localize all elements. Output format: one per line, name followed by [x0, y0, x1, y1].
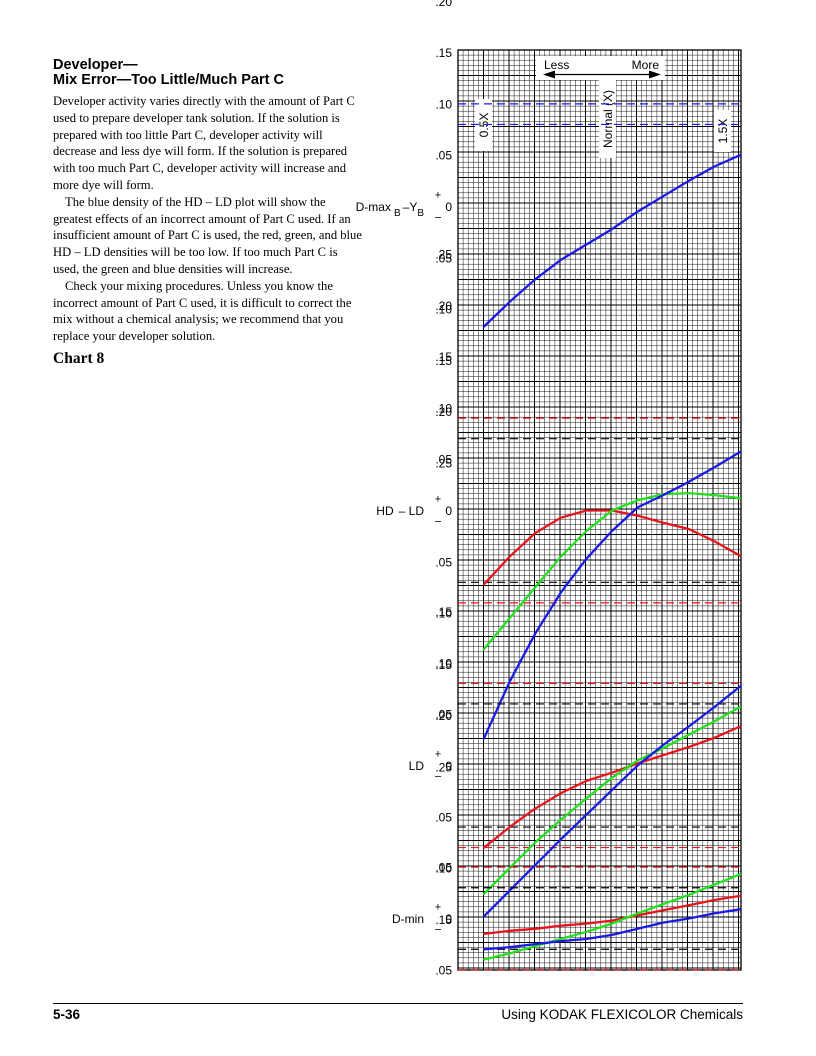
label-part: – LD: [399, 504, 425, 518]
x-marker-label-box: [599, 80, 616, 158]
y-tick-label: .15: [435, 46, 452, 60]
plus-sign: +: [435, 749, 441, 761]
footer-rule: [53, 1003, 743, 1004]
series-line-green: [482, 873, 742, 961]
more-label: More: [632, 58, 660, 72]
y-tick-label: .05: [435, 810, 452, 824]
y-tick-label: .15: [435, 350, 452, 364]
y-tick-label: .10: [435, 97, 452, 111]
series-line-red: [482, 509, 742, 586]
series-line-red: [482, 894, 742, 936]
y-tick-label: .25: [435, 761, 452, 775]
y-tick-label: .25: [435, 457, 452, 471]
y-tick-label: .20: [435, 299, 452, 313]
publication-title: Using KODAK FLEXICOLOR Chemicals: [501, 1007, 743, 1022]
minus-sign: –: [435, 212, 442, 224]
plus-sign: +: [435, 190, 441, 202]
series-line-green: [482, 491, 742, 651]
x-marker-label-box: [475, 99, 492, 151]
y-tick-label: .05: [435, 555, 452, 569]
y-tick-label: .05: [435, 251, 452, 265]
label-part: HD: [376, 504, 394, 518]
y-tick-label: .05: [435, 963, 452, 977]
panel-label: D-max B –YB: [356, 200, 425, 219]
y-tick-label: .20: [435, 405, 452, 419]
arrow-left-icon: [543, 70, 555, 79]
y-tick-label: .05: [435, 861, 452, 875]
x-marker-label-box: [714, 110, 731, 152]
series-line-blue: [482, 908, 742, 951]
label-part: D-max: [356, 200, 391, 214]
plus-sign: +: [435, 494, 441, 506]
label-subscript: B: [417, 208, 424, 219]
series-line-red: [482, 725, 742, 849]
panel-label: HD – LD: [376, 504, 424, 518]
minus-sign: –: [435, 516, 442, 528]
paragraph: The blue density of the HD – LD plot wil…: [53, 194, 362, 276]
x-marker-label: Normal (X): [601, 90, 615, 148]
section-heading: Developer— Mix Error—Too Little/Much Par…: [53, 58, 353, 88]
panel-label: LD: [409, 759, 425, 773]
y-tick-label: .05: [435, 708, 452, 722]
series-line-blue: [482, 154, 742, 328]
y-tick-label: 0: [445, 912, 452, 926]
y-tick-label: .10: [435, 401, 452, 415]
body-text: Developer activity varies directly with …: [53, 93, 365, 345]
y-tick-label: .20: [435, 709, 452, 723]
y-tick-label: .05: [435, 453, 452, 467]
label-subscript: B: [394, 208, 401, 219]
arrow-right-icon: [649, 70, 661, 79]
minus-sign: –: [435, 771, 442, 783]
heading-line-1: Developer—: [53, 57, 138, 73]
y-tick-label: 0: [445, 200, 452, 214]
y-tick-label: .15: [435, 658, 452, 672]
y-tick-label: .15: [435, 354, 452, 368]
y-tick-label: .10: [435, 303, 452, 317]
heading-line-2: Mix Error—Too Little/Much Part C: [53, 72, 284, 88]
y-tick-label: .15: [435, 605, 452, 619]
grid-lines: [457, 49, 741, 970]
y-tick-label: 0: [445, 759, 452, 773]
series-line-blue: [482, 685, 742, 918]
series-line-blue: [482, 450, 742, 740]
y-tick-label: .10: [435, 656, 452, 670]
panel-label: D-min: [392, 912, 424, 926]
grid-border: [457, 49, 742, 971]
less-more-box: [536, 56, 665, 80]
y-tick-label: 0: [445, 504, 452, 518]
paragraph: Developer activity varies directly with …: [53, 94, 355, 192]
plus-sign: +: [435, 902, 441, 914]
less-label: Less: [544, 58, 569, 72]
y-tick-label: .25: [435, 248, 452, 262]
y-tick-label: .10: [435, 862, 452, 876]
minus-sign: –: [435, 924, 442, 936]
page-number: 5-36: [53, 1007, 81, 1022]
y-tick-label: .20: [435, 0, 452, 9]
y-tick-label: .05: [435, 149, 452, 163]
label-part: –Y: [403, 200, 418, 214]
paragraph: Check your mixing procedures. Unless you…: [53, 278, 352, 344]
x-marker-label: 1.5X: [716, 119, 730, 144]
y-tick-label: .10: [435, 607, 452, 621]
chart-title: Chart 8: [53, 350, 105, 367]
y-tick-label: .15: [435, 913, 452, 927]
series-line-green: [482, 705, 742, 895]
